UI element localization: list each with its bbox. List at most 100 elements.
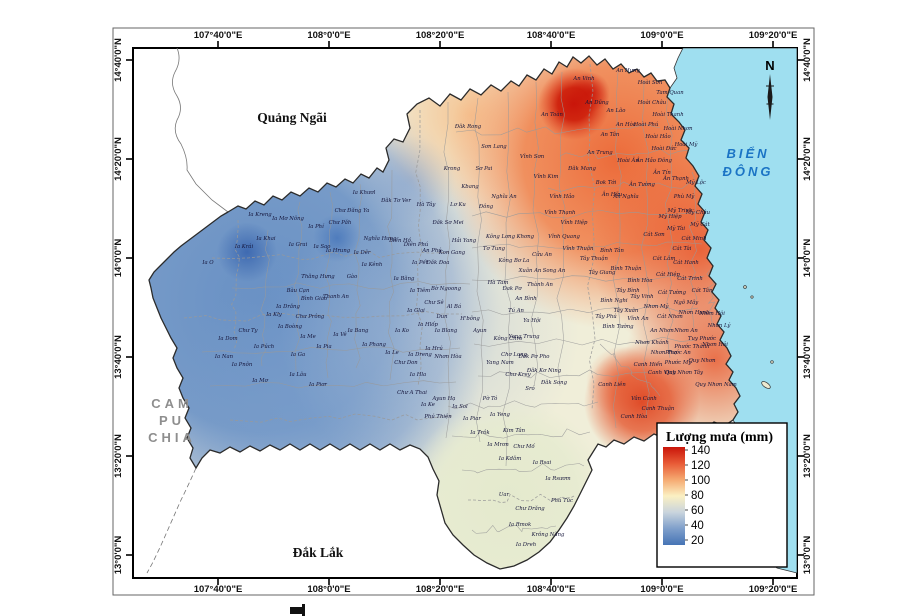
legend: Lượng mưa (mm) 140 120 100 80 60 40 20 xyxy=(656,422,788,568)
commune-label: Chư Prông xyxy=(296,313,325,320)
commune-label: Đăk Tơ Ver xyxy=(380,197,411,204)
boundary-line xyxy=(231,219,240,351)
commune-label: An Phú xyxy=(421,247,442,254)
commune-label: Thanh An xyxy=(323,294,349,300)
lat-label-left: 13°40'0"N xyxy=(113,335,124,379)
commune-label: Ân Nghĩa xyxy=(612,193,638,200)
commune-label: Kon Gang xyxy=(438,250,466,256)
commune-label: Nhơn Khánh xyxy=(634,339,669,346)
commune-label: Chơ Long xyxy=(501,352,527,358)
boundary-line xyxy=(502,91,512,467)
boundary-line xyxy=(415,110,423,387)
boundary-line xyxy=(477,369,651,379)
commune-label: Tam Quan xyxy=(656,90,684,96)
commune-label: Ia Dêr xyxy=(353,249,371,256)
commune-label: Bình Thuận xyxy=(609,265,642,272)
commune-label: Ia Mơ xyxy=(251,378,268,384)
commune-label: Ia Sol xyxy=(451,404,468,410)
commune-label: Ia Blang xyxy=(434,328,458,334)
commune-label: Hà Tây xyxy=(416,201,437,208)
boundary-line xyxy=(455,124,661,136)
commune-label: Hoài Nhơn xyxy=(663,125,694,132)
lon-label-bottom: 108°20'0"E xyxy=(416,584,465,595)
commune-label: Ia Boòng xyxy=(277,323,303,330)
commune-label: Ia O xyxy=(201,260,214,266)
commune-label: Ia Drăng xyxy=(275,303,300,310)
commune-label: Nhơn An xyxy=(673,328,698,334)
commune-label: Canh Thuận xyxy=(642,405,675,412)
commune-label: Hoài Ân xyxy=(616,157,639,164)
commune-label: Thành An xyxy=(527,281,553,288)
boundary-line xyxy=(471,275,705,282)
legend-value: 80 xyxy=(691,490,704,502)
commune-label: Vĩnh Sơn xyxy=(520,153,545,160)
commune-label: Tây Thuận xyxy=(580,255,608,262)
commune-label: Ân Tường xyxy=(628,181,655,188)
commune-label: Đăk Sơ Mei xyxy=(431,219,463,226)
commune-label: Ia Dreh xyxy=(515,542,536,548)
boundary-line xyxy=(231,281,471,290)
commune-label: Ia Nan xyxy=(214,354,234,360)
legend-title: Lượng mưa (mm) xyxy=(666,430,773,445)
commune-label: Ia Khươl xyxy=(352,190,376,196)
boundary-line xyxy=(447,400,599,410)
commune-label: Canh Hòa xyxy=(621,413,648,420)
commune-label: Nhơn Lý xyxy=(707,322,732,329)
commune-label: Ân Tín xyxy=(652,169,671,176)
lon-label-top: 107°40'0"E xyxy=(194,30,243,41)
boundary-line xyxy=(474,97,484,443)
commune-label: Nhơn Hạnh xyxy=(678,310,710,316)
commune-label: Ia Rsai xyxy=(532,460,552,466)
commune-label: Ia Mơ Nông xyxy=(271,215,304,222)
commune-label: Nghĩa An xyxy=(490,193,517,200)
commune-label: Tây Giang xyxy=(589,269,616,276)
commune-label: Sơ Pai xyxy=(476,166,493,172)
commune-labels: An Vinh An Hưng Hoài Sơn Tam Quan An Toàn An … xyxy=(201,68,736,548)
boundary-line xyxy=(451,428,591,439)
commune-label: Vĩnh Hiệp xyxy=(561,219,588,226)
boundary-line xyxy=(183,311,462,322)
commune-label: Hoài Phú xyxy=(633,121,659,128)
commune-label: Kim Tân xyxy=(502,427,526,434)
commune-label: Ia Khai xyxy=(255,236,275,242)
boundary-line xyxy=(664,93,674,359)
commune-label: Tây Xuân xyxy=(614,307,639,314)
lon-label-top: 108°20'0"E xyxy=(416,30,465,41)
commune-label: Ia Bang xyxy=(347,328,369,334)
boundary-line xyxy=(201,346,461,354)
commune-label: Ia Pnôn xyxy=(231,361,253,368)
commune-label: Ân Hảo Đông xyxy=(635,157,672,164)
commune-label: Đăk Pơ Pho xyxy=(518,353,550,360)
commune-label: Kông Bơ La xyxy=(498,257,530,264)
boundary-line xyxy=(547,181,705,192)
commune-label: Nhơn Hòa xyxy=(433,353,461,360)
commune-label: Phú Túc xyxy=(550,497,573,504)
commune-label: An Hòa xyxy=(615,121,636,128)
commune-label: Ia Kdăm xyxy=(498,455,521,462)
commune-label: Bờ Ngoong xyxy=(430,285,462,292)
commune-label: Tây Bình xyxy=(616,287,639,294)
commune-label: Sơn Lang xyxy=(481,144,507,150)
commune-label: Nhơn Hải xyxy=(701,341,728,348)
lat-label-left: 14°0'0"N xyxy=(113,239,124,278)
commune-label: Tây Phú xyxy=(595,313,617,320)
north-label: N xyxy=(765,58,774,73)
commune-label: Nghĩa Hưng xyxy=(363,235,397,242)
commune-label: Vĩnh Kim xyxy=(534,173,559,180)
boundary-line xyxy=(471,524,557,534)
commune-label: Kông Chro xyxy=(493,335,523,342)
boundary-line xyxy=(471,304,699,316)
legend-value: 120 xyxy=(691,460,710,472)
lon-label-bottom: 109°0'0"E xyxy=(640,584,683,595)
commune-label: Xuân An xyxy=(518,267,542,274)
lat-label-left: 13°0'0"N xyxy=(113,536,124,575)
commune-label: Tơ Tung xyxy=(483,246,506,252)
commune-label: Song An xyxy=(543,268,566,274)
commune-label: Cát Trinh xyxy=(677,275,703,282)
label-quang-ngai: Quảng Ngãi xyxy=(257,110,327,125)
commune-label: Nhơn Thọ xyxy=(650,350,677,356)
lat-label-right: 14°0'0"N xyxy=(802,239,813,278)
lat-label-right: 14°20'0"N xyxy=(802,137,813,181)
boundary-line xyxy=(211,250,451,260)
lon-label-top: 109°20'0"E xyxy=(749,30,798,41)
